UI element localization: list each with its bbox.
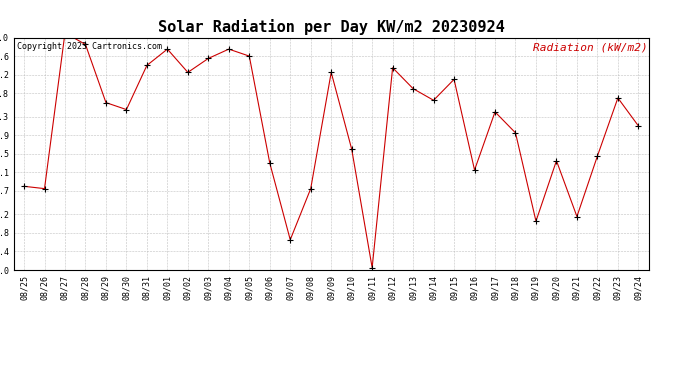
Title: Solar Radiation per Day KW/m2 20230924: Solar Radiation per Day KW/m2 20230924: [158, 19, 504, 35]
Text: Copyright 2023 Cartronics.com: Copyright 2023 Cartronics.com: [17, 42, 162, 51]
Text: Radiation (kW/m2): Radiation (kW/m2): [533, 42, 648, 52]
